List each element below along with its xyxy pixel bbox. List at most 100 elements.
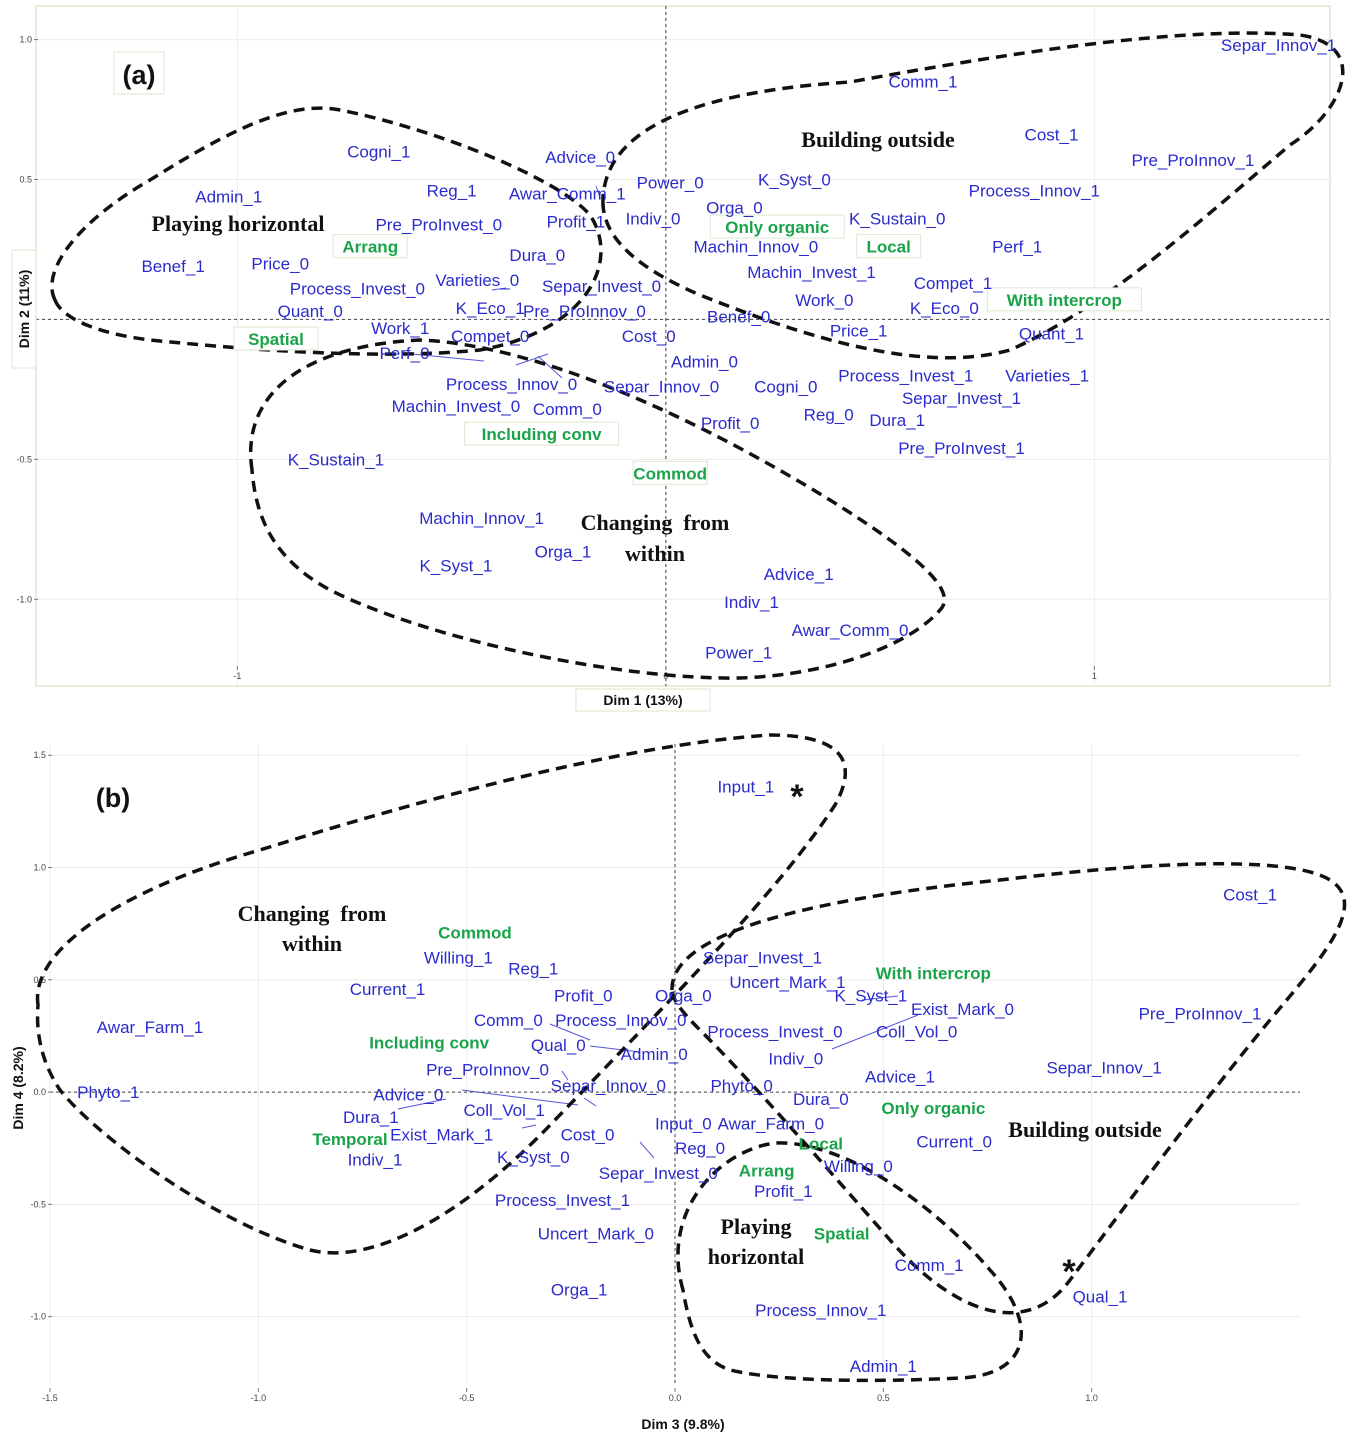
- category-current-0: Current_0: [916, 1132, 992, 1151]
- x-axis-label-a: Dim 1 (13%): [603, 692, 682, 708]
- category-process-innov-1: Process_Innov_1: [969, 182, 1100, 201]
- supplementary-temporal: Temporal: [312, 1130, 387, 1149]
- category-k-eco-0: K_Eco_0: [910, 299, 979, 318]
- supplementary-label-box: [632, 460, 708, 485]
- panel-b-leader-lines: [397, 995, 919, 1159]
- group-label-playing-line2-b: horizontal: [708, 1244, 805, 1269]
- category-pre-proinvest-0: Pre_ProInvest_0: [375, 215, 502, 234]
- y-axis-label-a: Dim 2 (11%): [16, 270, 32, 349]
- category-admin-1: Admin_1: [850, 1357, 917, 1376]
- category-perf-0: Perf_0: [379, 344, 429, 363]
- category-cogni-0: Cogni_0: [754, 378, 817, 397]
- y-tick-label: 1.5: [33, 750, 46, 760]
- category-separ-innov-1: Separ_Innov_1: [1221, 36, 1336, 55]
- category-benef-1: Benef_1: [141, 257, 204, 276]
- category-process-invest-0: Process_Invest_0: [707, 1022, 842, 1041]
- category-input-0: Input_0: [655, 1115, 712, 1134]
- category-benef-0: Benef_0: [707, 308, 770, 327]
- category-machin-innov-1: Machin_Innov_1: [419, 509, 544, 528]
- category-comm-1: Comm_1: [888, 73, 957, 92]
- panel-a-variable-labels: Separ_Innov_1 Comm_1 Cost_1 Pre_ProInnov_1 P…: [141, 36, 1336, 662]
- cluster-outline-building-outside: [670, 862, 1347, 1315]
- category-work-0: Work_0: [795, 291, 853, 310]
- category-k-syst-0: K_Syst_0: [758, 170, 831, 189]
- category-separ-invest-0: Separ_Invest_0: [542, 277, 661, 296]
- category-quant-0: Quant_0: [278, 302, 343, 321]
- panel-label-box-a: [113, 51, 165, 95]
- category-perf-1: Perf_1: [992, 238, 1042, 257]
- supplementary-only-organic: Only organic: [881, 1099, 985, 1118]
- supplementary-spatial: Spatial: [814, 1225, 870, 1244]
- category-process-innov-0: Process_Innov_0: [446, 375, 577, 394]
- category-separ-invest-1: Separ_Invest_1: [902, 389, 1021, 408]
- panel-a-zero-axes: [36, 6, 1330, 686]
- x-axis-label-b: Dim 3 (9.8%): [641, 1416, 724, 1432]
- supplementary-with-intercrop: With intercrop: [876, 964, 991, 983]
- category-power-1: Power_1: [705, 643, 772, 662]
- category-exist-mark-1: Exist_Mark_1: [390, 1126, 493, 1145]
- group-label-playing-line1-b: Playing: [721, 1214, 792, 1239]
- category-exist-mark-0: Exist_Mark_0: [911, 1000, 1014, 1019]
- category-price-1: Price_1: [830, 322, 888, 341]
- category-qual-1: Qual_1: [1073, 1287, 1128, 1306]
- category-varieties-1: Varieties_1: [1005, 366, 1089, 385]
- category-reg-1: Reg_1: [508, 960, 558, 979]
- category-orga-1: Orga_1: [535, 543, 592, 562]
- category-orga-1: Orga_1: [551, 1281, 608, 1300]
- category-profit-1: Profit_1: [547, 212, 606, 231]
- y-tick-label: 1.0: [33, 863, 46, 873]
- y-tick-label: -0.5: [30, 1199, 46, 1209]
- category-pre-proinnov-0: Pre_ProInnov_0: [523, 302, 646, 321]
- panel-b-supplementary-labels: Commod With intercrop Including conv Only o…: [312, 924, 991, 1244]
- supplementary-including-conv: Including conv: [482, 425, 602, 444]
- category-admin-1: Admin_1: [195, 187, 262, 206]
- category-indiv-1: Indiv_1: [724, 593, 779, 612]
- group-label-changing-line1-b: Changing from: [238, 901, 387, 926]
- x-tick-label: -1: [233, 671, 241, 681]
- cluster-outline-changing-from-within: [35, 733, 847, 1255]
- group-label-changing-line2-b: within: [282, 931, 342, 956]
- x-tick-label: 1: [1092, 671, 1097, 681]
- category-orga-0: Orga_0: [655, 987, 712, 1006]
- category-awar-comm-1: Awar_Comm_1: [509, 184, 626, 203]
- supplementary-arrang: Arrang: [739, 1162, 795, 1181]
- supplementary-spatial: Spatial: [248, 330, 304, 349]
- category-compet-1: Compet_1: [914, 274, 992, 293]
- category-cogni-1: Cogni_1: [347, 143, 410, 162]
- category-dura-1: Dura_1: [869, 411, 925, 430]
- category-admin-0: Admin_0: [671, 352, 738, 371]
- supplementary-label-box: [464, 421, 620, 446]
- category-phyto-1: Phyto_1: [77, 1083, 139, 1102]
- category-cost-0: Cost_0: [622, 327, 676, 346]
- category-reg-0: Reg_0: [675, 1139, 725, 1158]
- category-coll-vol-1: Coll_Vol_1: [464, 1101, 545, 1120]
- supplementary-only-organic: Only organic: [725, 218, 829, 237]
- category-process-innov-0: Process_Innov_0: [555, 1011, 686, 1030]
- category-process-invest-1: Process_Invest_1: [495, 1191, 630, 1210]
- category-awar-farm-1: Awar_Farm_1: [97, 1018, 203, 1037]
- cluster-outline-playing-horizontal: [50, 106, 603, 356]
- category-price-0: Price_0: [251, 254, 309, 273]
- category-indiv-1: Indiv_1: [348, 1150, 403, 1169]
- category-awar-farm-0: Awar_Farm_0: [718, 1115, 824, 1134]
- category-separ-invest-0: Separ_Invest_0: [599, 1164, 718, 1183]
- group-label-building-outside-b: Building outside: [1008, 1117, 1162, 1142]
- y-tick-label: 0.5: [19, 174, 32, 184]
- category-indiv-0: Indiv_0: [768, 1049, 823, 1068]
- group-label-playing-horizontal-a: Playing horizontal: [152, 211, 325, 236]
- category-process-invest-0: Process_Invest_0: [290, 280, 425, 299]
- category-admin-0: Admin_0: [621, 1045, 688, 1064]
- category-uncert-mark-0: Uncert_Mark_0: [538, 1225, 654, 1244]
- category-k-eco-1: K_Eco_1: [456, 299, 525, 318]
- category-profit-1: Profit_1: [754, 1182, 813, 1201]
- category-k-sustain-1: K_Sustain_1: [288, 450, 384, 469]
- category-profit-0: Profit_0: [554, 987, 613, 1006]
- supplementary-label-box: [709, 214, 845, 239]
- category-pre-proinvest-1: Pre_ProInvest_1: [898, 439, 1025, 458]
- category-dura-0: Dura_0: [793, 1090, 849, 1109]
- supplementary-commod: Commod: [438, 924, 512, 943]
- x-tick-label: 0.0: [669, 1393, 682, 1403]
- category-dura-1: Dura_1: [343, 1108, 399, 1127]
- x-tick-label: -0.5: [459, 1393, 475, 1403]
